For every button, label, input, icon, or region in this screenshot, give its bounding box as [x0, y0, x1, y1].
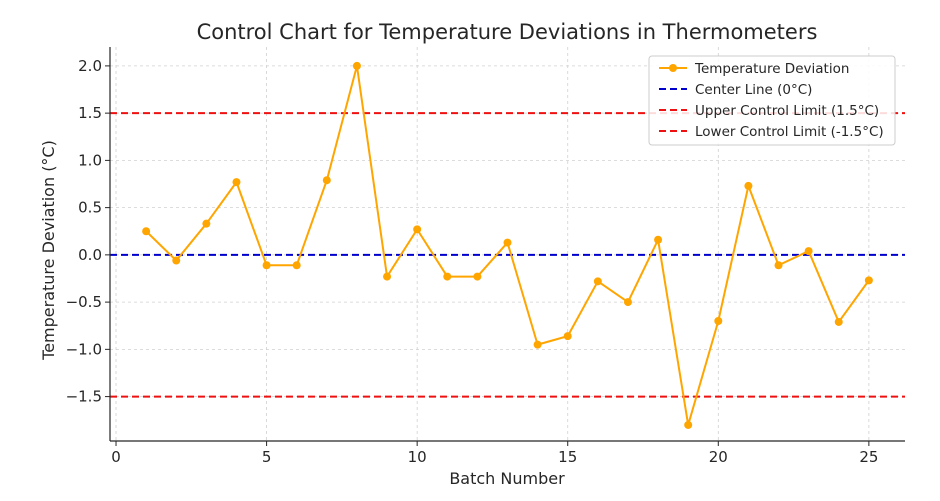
y-tick-label: 1.5 — [78, 104, 102, 122]
data-point — [623, 298, 632, 307]
y-tick-label: 1.0 — [78, 151, 102, 169]
legend-label: Upper Control Limit (1.5°C) — [695, 103, 879, 119]
axes — [105, 47, 905, 446]
data-point — [864, 276, 873, 285]
data-point — [232, 178, 241, 187]
y-tick-label: 2.0 — [78, 57, 102, 75]
data-point — [383, 272, 392, 281]
data-point — [292, 261, 301, 270]
data-point — [142, 227, 151, 236]
data-point — [352, 61, 361, 70]
data-point — [172, 256, 181, 265]
y-axis-label: Temperature Deviation (°C) — [39, 140, 58, 361]
data-point — [563, 332, 572, 341]
data-point — [473, 272, 482, 281]
y-tick-label: −1.0 — [66, 340, 102, 358]
data-point — [262, 261, 271, 270]
legend-box — [648, 55, 896, 146]
y-tick-label: −0.5 — [66, 293, 102, 311]
data-point — [443, 272, 452, 281]
x-tick-label: 15 — [558, 448, 577, 466]
x-axis-label: Batch Number — [449, 469, 565, 488]
data-point — [202, 219, 211, 228]
data-point — [744, 181, 753, 190]
x-tick-label: 0 — [111, 448, 121, 466]
x-tick-label: 25 — [859, 448, 878, 466]
legend-label: Center Line (0°C) — [695, 82, 812, 98]
y-tick-label: −1.5 — [66, 388, 102, 406]
data-point — [684, 420, 693, 429]
data-point — [834, 317, 843, 326]
legend: Temperature Deviation Center Line (0°C) Up… — [648, 55, 896, 146]
data-point — [593, 277, 602, 286]
y-tick-label: 0.0 — [78, 246, 102, 264]
legend-marker — [669, 64, 677, 72]
x-tick-label: 20 — [709, 448, 728, 466]
reference-lines — [110, 112, 905, 398]
x-tick-label: 10 — [408, 448, 427, 466]
x-tick-label: 5 — [262, 448, 272, 466]
chart-title: Control Chart for Temperature Deviations… — [197, 20, 818, 44]
data-point — [774, 261, 783, 270]
data-point — [804, 247, 813, 256]
legend-label: Temperature Deviation — [694, 61, 849, 77]
tick-labels: 0 5 10 15 20 25 −1.5 −1.0 −0.5 0.0 0.5 1.0 1.5 2.0 — [66, 57, 879, 466]
data-point — [503, 238, 512, 247]
data-point — [714, 317, 723, 326]
data-point — [322, 176, 331, 185]
legend-label: Lower Control Limit (-1.5°C) — [695, 124, 884, 140]
data-point — [654, 235, 663, 244]
data-series — [142, 61, 873, 429]
data-point — [533, 340, 542, 349]
data-point — [413, 225, 422, 234]
y-tick-label: 0.5 — [78, 199, 102, 217]
